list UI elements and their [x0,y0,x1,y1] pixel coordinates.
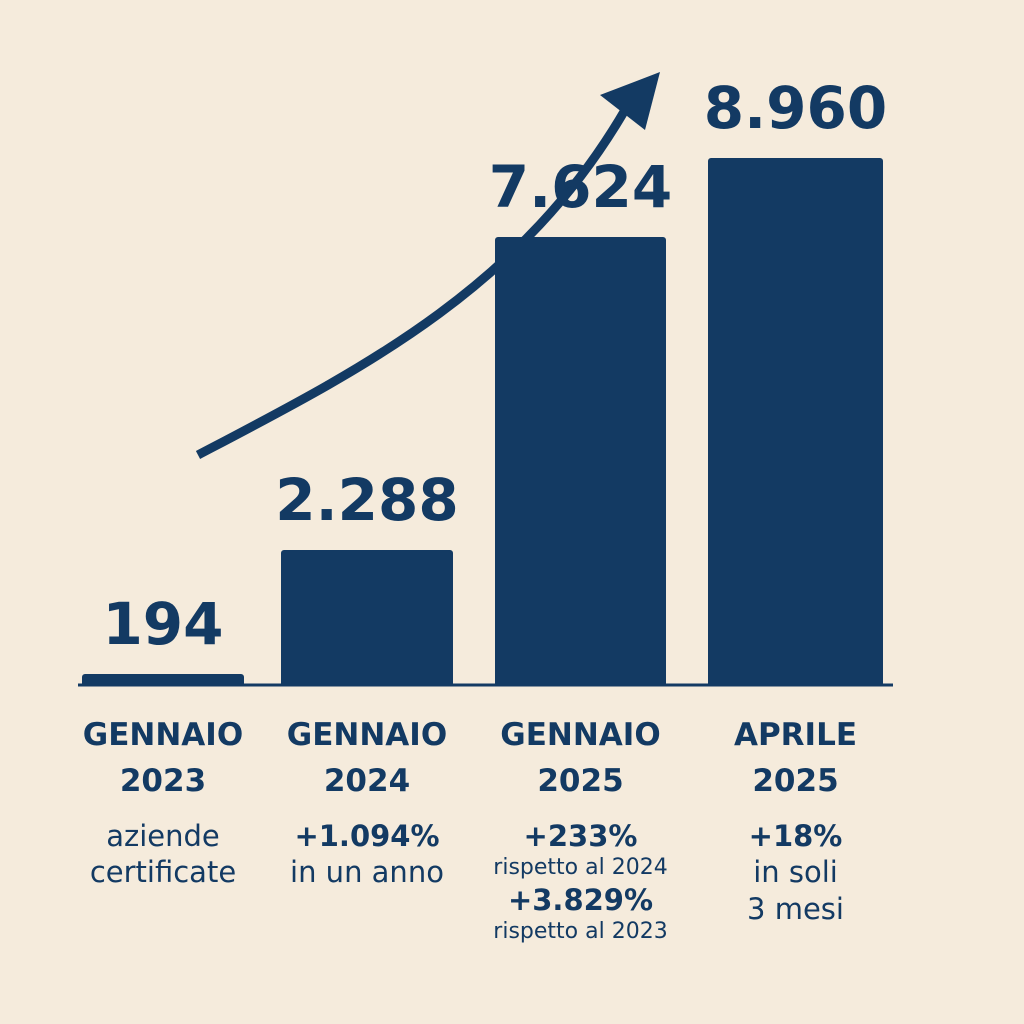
value-label: 2.288 [275,466,459,535]
note-line: aziende [106,819,220,853]
category-label: APRILE 2025 [733,717,858,799]
value-label: 194 [102,589,224,658]
value-label: 7.624 [488,152,673,221]
arrow-head [600,72,660,130]
note-line: rispetto al 2023 [493,919,668,944]
note-line: in un anno [290,855,444,890]
note-line: +18% [748,819,843,853]
trend-arrow [195,107,629,459]
note-line: +3.829% [507,882,654,917]
category-label: GENNAIO 2025 [500,717,661,799]
note-block: +1.094% in un anno [251,818,483,891]
note-block: +233% rispetto al 2024 +3.829% rispetto al … [465,818,696,946]
note-line: rispetto al 2024 [493,855,668,881]
note-block: +18% in soli 3 mesi [678,818,913,927]
note-line: in soli [753,855,838,890]
note-line: +233% [523,819,638,853]
note-block: aziende certificate [52,818,274,891]
bar [281,550,453,685]
bar [708,158,883,685]
note-line: certificate [89,855,237,890]
value-label: 8.960 [703,74,888,142]
bar [82,673,244,685]
note-line: +1.094% [294,819,440,853]
category-label: GENNAIO 2023 [82,717,244,799]
category-label: GENNAIO 2024 [286,717,448,799]
bar [495,236,666,685]
note-line: 3 mesi [747,891,844,926]
